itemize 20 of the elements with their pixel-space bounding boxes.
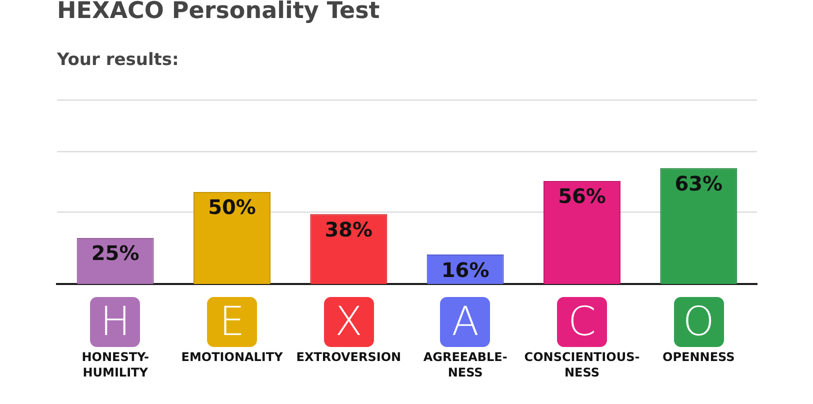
x-tick-label: HONESTY-HUMILITY xyxy=(82,350,149,380)
x-tick-label: EMOTIONALITY xyxy=(181,350,284,364)
letter-tile-icon: C xyxy=(557,297,607,347)
data-label: 56% xyxy=(558,184,606,208)
data-label: 38% xyxy=(324,217,373,242)
letter-tile-icon: A xyxy=(440,297,490,347)
x-tick-label: OPENNESS xyxy=(662,350,735,364)
x-tick-label: CONSCIENTIOUS-NESS xyxy=(524,350,640,380)
letter-tile-icon: O xyxy=(674,297,724,347)
chart-title: HEXACO Personality Test xyxy=(57,0,380,24)
data-label: 25% xyxy=(91,241,140,266)
x-tick-label: EXTROVERSION xyxy=(296,350,402,364)
letter-tile-icon: X xyxy=(324,297,374,347)
data-label: 50% xyxy=(208,195,256,220)
data-label: 63% xyxy=(674,171,723,196)
letter-tile-icon: E xyxy=(207,297,257,347)
data-label: 16% xyxy=(441,258,490,282)
letter-tile-icon: H xyxy=(90,297,140,347)
x-tick-label: AGREEABLE-NESS xyxy=(423,350,508,380)
chart-subtitle: Your results: xyxy=(57,50,179,70)
